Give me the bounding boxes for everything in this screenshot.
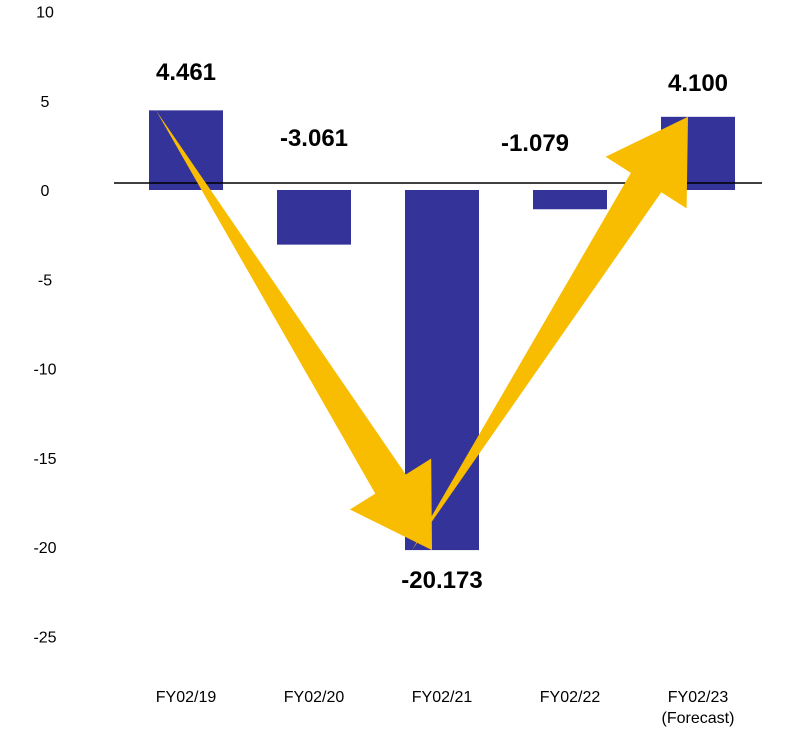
bar	[149, 110, 223, 190]
x-tick-sublabel: (Forecast)	[662, 710, 735, 727]
x-tick-label: FY02/20	[284, 689, 345, 706]
data-label: 4.461	[156, 59, 216, 86]
x-axis-labels: FY02/19 FY02/20 FY02/21 FY02/22 FY02/23 (Fore…	[156, 689, 735, 727]
trend-arrow	[156, 110, 432, 551]
trend-arrows	[156, 110, 688, 551]
x-tick-label: FY02/23	[668, 689, 729, 706]
y-tick-label: 10	[36, 5, 54, 22]
data-label: -3.061	[280, 125, 348, 152]
x-tick-label: FY02/21	[412, 689, 473, 706]
y-tick-label: -15	[33, 451, 56, 468]
y-tick-label: -10	[33, 362, 56, 379]
data-label: 4.100	[668, 70, 728, 97]
data-label: -20.173	[401, 567, 482, 594]
y-tick-label: 0	[41, 183, 50, 200]
y-tick-label: -25	[33, 629, 56, 646]
x-tick-label: FY02/19	[156, 689, 217, 706]
bar	[277, 190, 351, 245]
y-tick-label: -20	[33, 540, 56, 557]
data-label: -1.079	[501, 130, 569, 157]
bar	[533, 190, 607, 210]
y-tick-label: 5	[41, 94, 50, 111]
x-tick-label: FY02/22	[540, 689, 601, 706]
trend-arrow	[412, 116, 688, 551]
data-labels: 4.461 -3.061 -20.173 -1.079 4.100	[156, 59, 728, 594]
y-axis-ticks: 10 5 0 -5 -10 -15 -20 -25	[33, 5, 56, 647]
y-tick-label: -5	[38, 272, 52, 289]
